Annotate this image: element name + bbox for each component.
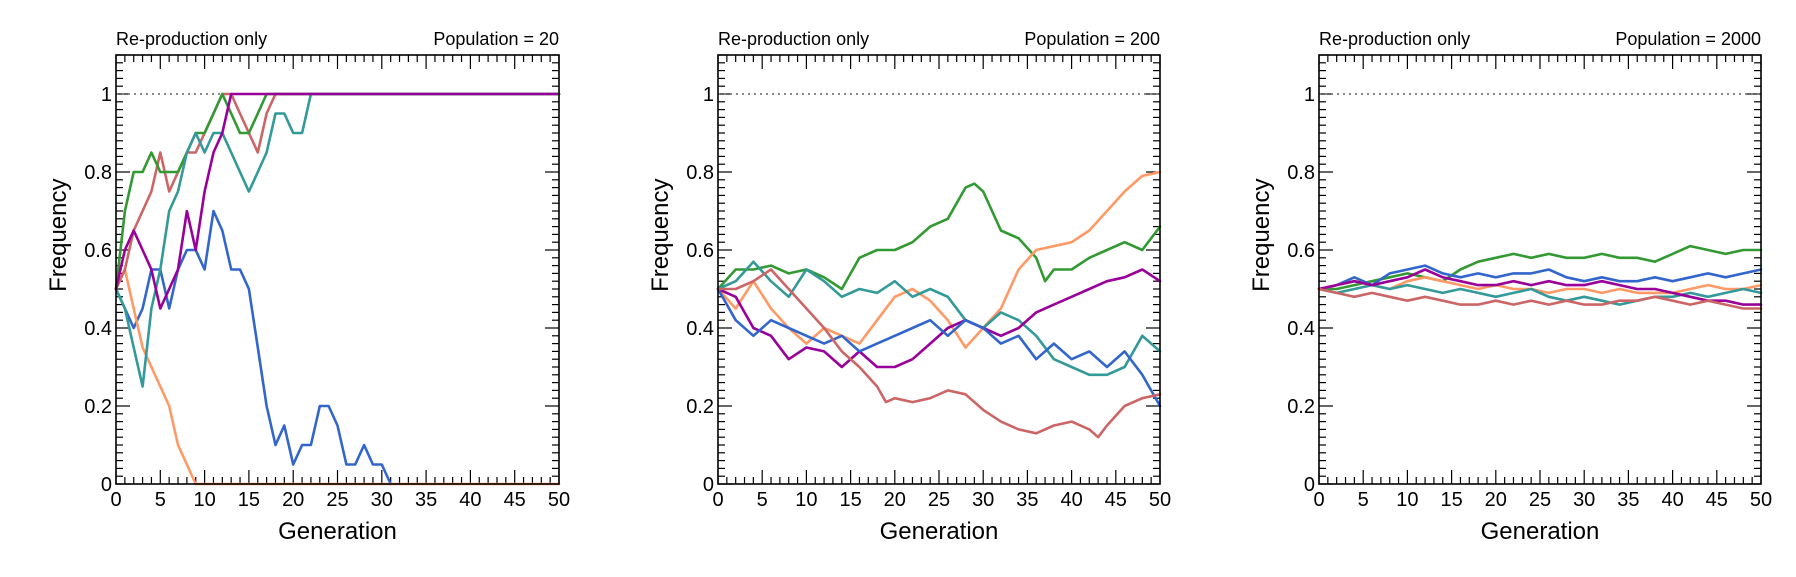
y-tick-label: 0.6 — [686, 240, 714, 262]
x-tick-label: 40 — [1060, 489, 1082, 511]
plot-frame — [1318, 54, 1762, 485]
y-tick-label: 0.6 — [84, 240, 112, 262]
series-line-1 — [1317, 244, 1763, 291]
series-line-3 — [1317, 275, 1763, 295]
x-tick-label: 15 — [839, 489, 861, 511]
series-line-6 — [114, 92, 561, 310]
x-tick-label: 40 — [1661, 489, 1683, 511]
series-line-2 — [114, 268, 561, 486]
y-tick-label: 1 — [101, 84, 112, 106]
series-line-6 — [1317, 287, 1763, 310]
y-tick-label: 0 — [703, 474, 714, 496]
annotation-model: Re-production only — [1319, 29, 1470, 49]
x-tick-label: 20 — [282, 489, 304, 511]
x-tick-label: 20 — [1485, 489, 1507, 511]
series-line-1 — [716, 182, 1162, 291]
x-tick-label: 25 — [326, 489, 348, 511]
x-tick-label: 30 — [1573, 489, 1595, 511]
x-tick-label: 35 — [1617, 489, 1639, 511]
chart-panel-1: 0 5 10 15 20 25 30 35 40 45 50 0 0.2 0.4 0.6 0.8 1 Genera… — [45, 29, 570, 545]
series-line-2 — [716, 170, 1162, 349]
y-tick-label: 0.4 — [1287, 318, 1315, 340]
x-tick-label: 50 — [1750, 489, 1772, 511]
series-line-3 — [716, 260, 1162, 377]
x-tick-label: 45 — [1105, 489, 1127, 511]
y-tick-label: 0.6 — [1287, 240, 1315, 262]
annotation-population: Population = 200 — [1024, 29, 1160, 49]
x-axis-title: Generation — [880, 518, 999, 545]
x-tick-label: 20 — [884, 489, 906, 511]
x-tick-label: 15 — [1440, 489, 1462, 511]
y-tick-label: 0.2 — [686, 396, 714, 418]
x-tick-label: 40 — [459, 489, 481, 511]
series-line-4 — [716, 268, 1162, 369]
x-tick-label: 0 — [1313, 489, 1324, 511]
x-tick-label: 0 — [712, 489, 723, 511]
x-tick-label: 5 — [1358, 489, 1369, 511]
series-line-5 — [716, 287, 1162, 408]
y-tick-label: 1 — [703, 84, 714, 106]
y-axis-title: Frequency — [1248, 178, 1275, 291]
x-tick-label: 10 — [795, 489, 817, 511]
y-tick-label: 0 — [1304, 474, 1315, 496]
x-axis-title: Generation — [1481, 518, 1600, 545]
series-line-4 — [1317, 283, 1763, 306]
y-tick-label: 0.8 — [686, 162, 714, 184]
y-tick-label: 0.4 — [686, 318, 714, 340]
x-tick-label: 25 — [1529, 489, 1551, 511]
y-tick-label: 0 — [101, 474, 112, 496]
series-line-1 — [114, 209, 393, 486]
y-tick-label: 0.4 — [84, 318, 112, 340]
series-line-5 — [114, 92, 561, 388]
x-tick-label: 10 — [1396, 489, 1418, 511]
series-line-5 — [1317, 268, 1763, 306]
plot-frame — [717, 54, 1161, 485]
x-tick-label: 45 — [1706, 489, 1728, 511]
x-tick-label: 30 — [371, 489, 393, 511]
x-tick-label: 0 — [110, 489, 121, 511]
x-axis-title: Generation — [278, 518, 397, 545]
annotation-model: Re-production only — [718, 29, 869, 49]
y-axis-title: Frequency — [647, 178, 674, 291]
annotation-population: Population = 20 — [433, 29, 559, 49]
x-tick-label: 35 — [415, 489, 437, 511]
x-tick-label: 25 — [928, 489, 950, 511]
x-tick-label: 45 — [504, 489, 526, 511]
annotation-model: Re-production only — [116, 29, 267, 49]
y-tick-label: 0.8 — [84, 162, 112, 184]
plot-frame — [115, 54, 560, 485]
x-tick-label: 50 — [548, 489, 570, 511]
x-tick-label: 35 — [1016, 489, 1038, 511]
x-tick-label: 10 — [193, 489, 215, 511]
y-tick-label: 0.2 — [84, 396, 112, 418]
chart-panel-2: 0 5 10 15 20 25 30 35 40 45 50 0 0.2 0.4 0.6 0.8 1 Genera… — [647, 29, 1171, 545]
series-line-2 — [1317, 264, 1763, 291]
x-tick-label: 5 — [155, 489, 166, 511]
series-line-6 — [716, 268, 1162, 439]
y-axis-title: Frequency — [45, 178, 72, 291]
chart-panel-3: 0 5 10 15 20 25 30 35 40 45 50 0 0.2 0.4 0.6 0.8 1 Genera… — [1248, 29, 1772, 545]
x-tick-label: 30 — [972, 489, 994, 511]
x-tick-label: 50 — [1149, 489, 1171, 511]
y-tick-label: 0.2 — [1287, 396, 1315, 418]
x-tick-label: 5 — [757, 489, 768, 511]
annotation-population: Population = 2000 — [1615, 29, 1761, 49]
x-tick-label: 15 — [238, 489, 260, 511]
y-tick-label: 1 — [1304, 84, 1315, 106]
y-tick-label: 0.8 — [1287, 162, 1315, 184]
